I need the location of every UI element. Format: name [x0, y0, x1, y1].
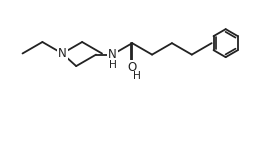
- Text: H: H: [133, 71, 140, 81]
- Text: N: N: [58, 47, 67, 60]
- Text: H: H: [109, 60, 117, 70]
- Text: N: N: [108, 48, 117, 61]
- Text: O: O: [128, 61, 137, 74]
